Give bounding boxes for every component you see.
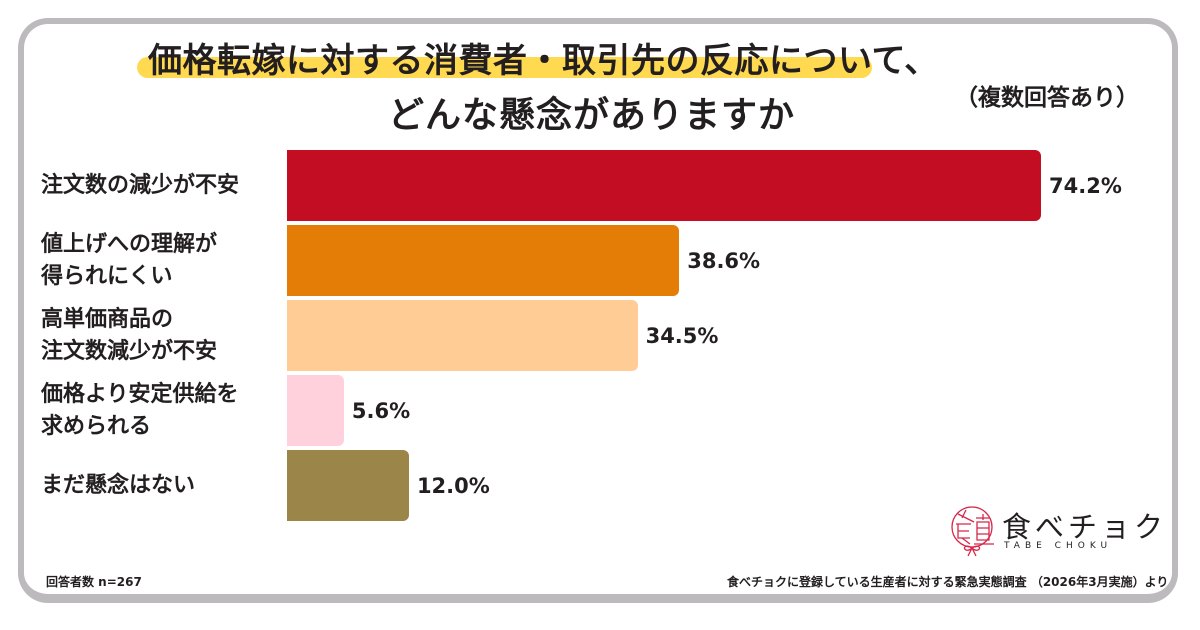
category-label: 高単価商品の 注文数減少が不安 xyxy=(41,306,218,364)
tabechoku-logo: 食べチョク TABE CHOKU xyxy=(944,500,1163,560)
value-label: 38.6% xyxy=(687,248,761,273)
bar-row: 高単価商品の 注文数減少が不安 34.5% xyxy=(0,300,1200,371)
value-label: 5.6% xyxy=(351,398,411,423)
logo-romaji: TABE CHOKU xyxy=(1004,541,1113,551)
bar xyxy=(287,450,409,521)
bar xyxy=(287,225,680,296)
title-highlight xyxy=(137,57,872,78)
bar xyxy=(287,375,344,446)
bar-row: 価格より安定供給を 求められる 5.6% xyxy=(0,375,1200,446)
respondent-count: 回答者数 n=267 xyxy=(46,575,142,589)
logo-wordmark: 食べチョク xyxy=(1002,510,1168,544)
bar-row: 値上げへの理解が 得られにくい 38.6% xyxy=(0,225,1200,296)
category-label: 注文数の減少が不安 xyxy=(41,172,240,198)
bar-row: 注文数の減少が不安 74.2% xyxy=(0,150,1200,221)
value-label: 74.2% xyxy=(1049,173,1122,198)
source-note: 食べチョクに登録している生産者に対する緊急実態調査 （2026年3月実施）より xyxy=(727,575,1169,589)
bar xyxy=(287,300,638,371)
bar-row: まだ懸念はない 12.0% xyxy=(0,450,1200,521)
value-label: 34.5% xyxy=(645,323,719,348)
chart-title-line1: 価格転嫁に対する消費者・取引先の反応について、 xyxy=(148,41,939,81)
chart-title-line2: どんな懸念がありますか xyxy=(388,95,796,136)
bar xyxy=(287,150,1041,221)
category-label: まだ懸念はない xyxy=(41,472,196,498)
value-label: 12.0% xyxy=(416,473,490,498)
tabechoku-logo-mark-icon xyxy=(951,506,994,557)
multiple-answers-note: （複数回答あり） xyxy=(955,85,1139,111)
category-label: 値上げへの理解が 得られにくい xyxy=(41,231,218,289)
category-label: 価格より安定供給を 求められる xyxy=(41,381,239,439)
